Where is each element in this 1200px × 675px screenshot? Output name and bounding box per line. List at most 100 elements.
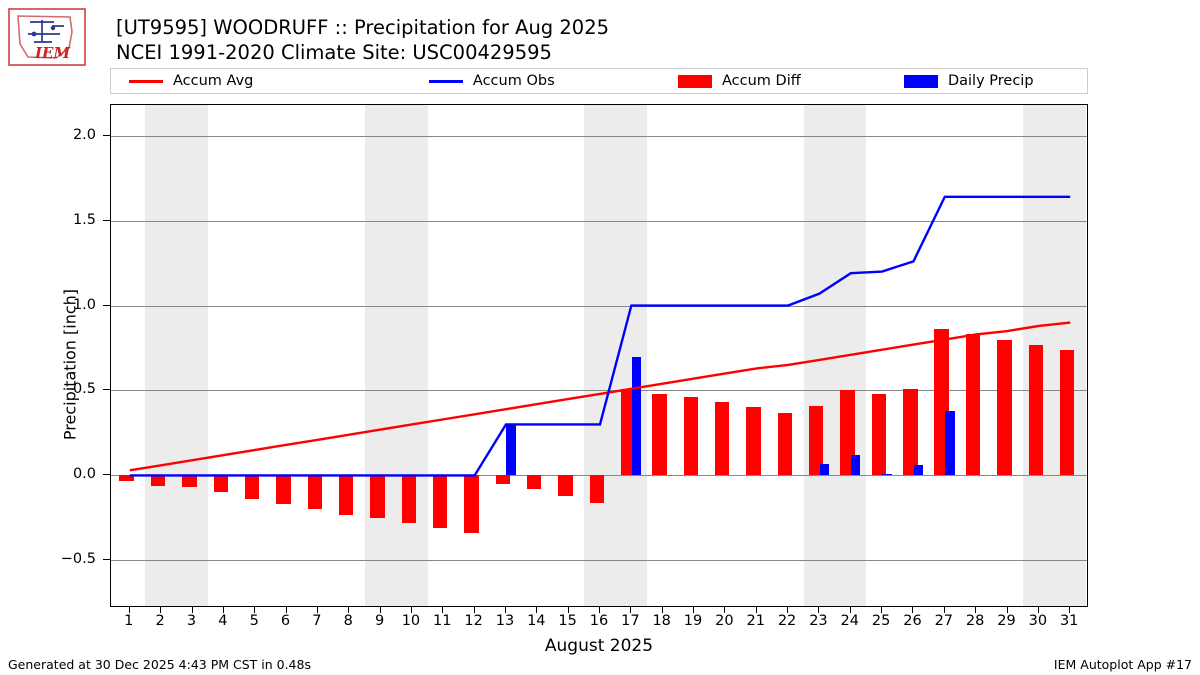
iem-logo-text: IEM — [34, 44, 70, 62]
x-tick-mark — [1006, 607, 1008, 613]
generated-timestamp: Generated at 30 Dec 2025 4:43 PM CST in … — [8, 657, 311, 672]
x-tick-label: 25 — [871, 613, 891, 629]
accum-diff-bar — [1028, 344, 1043, 476]
x-tick-label: 11 — [433, 613, 452, 629]
accum-diff-bar — [338, 475, 354, 515]
accum-avg-line — [129, 321, 1071, 472]
accum-diff-bar — [213, 475, 228, 493]
x-tick-mark — [693, 607, 695, 613]
legend-label-daily-precip: Daily Precip — [947, 73, 1034, 89]
gridline — [111, 560, 1087, 562]
x-tick-mark — [787, 607, 789, 613]
x-tick-label: 13 — [495, 613, 515, 629]
chart-legend: Accum Avg Accum Obs Accum Diff Daily Pre… — [110, 68, 1088, 94]
x-tick-label: 23 — [809, 613, 828, 629]
page-subtitle: NCEI 1991-2020 Climate Site: USC00429595 — [116, 40, 552, 64]
x-tick-label: 6 — [280, 613, 291, 629]
x-tick-label: 16 — [589, 613, 609, 629]
y-tick-label: 0.5 — [72, 381, 96, 398]
legend-label-accum-obs: Accum Obs — [472, 73, 555, 89]
x-tick-mark — [316, 607, 318, 613]
x-tick-label: 3 — [186, 613, 197, 629]
y-tick-mark — [103, 389, 110, 391]
accum-diff-bar — [495, 475, 511, 484]
x-tick-label: 20 — [715, 613, 734, 629]
legend-item-daily-precip[interactable]: Daily Precip — [886, 69, 1087, 93]
x-tick-mark — [410, 607, 412, 613]
x-tick-mark — [191, 607, 193, 613]
x-tick-label: 2 — [155, 613, 165, 629]
accum-diff-bar — [1059, 349, 1075, 476]
accum-diff-bar — [276, 475, 291, 505]
y-tick-label: −0.5 — [60, 551, 96, 568]
x-tick-mark — [599, 607, 600, 613]
y-tick-label: 1.0 — [72, 296, 96, 313]
accum-diff-bar — [464, 475, 479, 534]
x-tick-label: 24 — [840, 613, 859, 629]
x-tick-mark — [160, 607, 162, 613]
x-tick-mark — [254, 607, 256, 613]
x-tick-label: 15 — [558, 613, 577, 629]
accum-diff-bar — [746, 407, 761, 476]
x-tick-label: 28 — [965, 613, 985, 629]
legend-item-accum-diff[interactable]: Accum Diff — [660, 69, 886, 93]
iem-logo: IEM — [8, 8, 86, 66]
accum-diff-bar — [526, 475, 542, 490]
gridline — [111, 220, 1087, 222]
x-tick-mark — [849, 607, 851, 613]
x-tick-mark — [128, 607, 130, 613]
x-tick-mark — [1069, 607, 1071, 613]
x-tick-mark — [379, 607, 381, 613]
y-tick-mark — [103, 134, 110, 136]
accum-diff-bar — [715, 402, 730, 476]
y-tick-label: 0.0 — [72, 466, 96, 483]
gridline — [111, 135, 1087, 137]
x-tick-mark — [222, 607, 224, 613]
page-title: [UT9595] WOODRUFF :: Precipitation for A… — [116, 16, 610, 39]
y-tick-mark — [103, 474, 110, 476]
y-tick-label: 1.5 — [72, 211, 96, 228]
accum-diff-bar — [244, 475, 260, 500]
line-series-layer — [129, 195, 1071, 477]
accum-diff-bar — [903, 388, 918, 476]
x-tick-mark — [567, 607, 569, 613]
precipitation-chart-plot-area — [110, 104, 1088, 607]
x-tick-mark — [285, 607, 287, 613]
chart-title-block: [UT9595] WOODRUFF :: Precipitation for A… — [116, 16, 609, 66]
legend-label-accum-diff: Accum Diff — [722, 73, 801, 89]
accum-diff-bar — [150, 475, 166, 486]
iem-logo-icon: IEM — [8, 8, 86, 66]
x-tick-label: 14 — [527, 613, 546, 629]
gridline — [111, 390, 1087, 392]
x-tick-mark — [630, 607, 632, 613]
y-tick-label: 2.0 — [72, 126, 96, 143]
accum-diff-bar — [683, 397, 699, 476]
x-tick-mark — [1037, 607, 1039, 613]
accum-obs-line — [129, 195, 1071, 477]
x-tick-label: 30 — [1028, 613, 1048, 629]
y-tick-mark — [103, 304, 110, 306]
accum-diff-bar — [840, 390, 855, 476]
daily-precip-swatch-icon — [903, 74, 938, 88]
x-tick-label: 5 — [249, 613, 259, 629]
legend-label-accum-avg: Accum Avg — [173, 73, 254, 89]
accum-diff-bar — [871, 393, 887, 476]
x-tick-label: 17 — [621, 613, 640, 629]
legend-item-accum-obs[interactable]: Accum Obs — [411, 69, 660, 93]
x-tick-label: 18 — [652, 613, 671, 629]
accum-diff-bar — [589, 475, 605, 503]
accum-diff-bar — [432, 475, 448, 529]
x-tick-label: 22 — [777, 613, 797, 629]
x-tick-label: 26 — [903, 613, 922, 629]
x-tick-mark — [473, 607, 475, 613]
accum-obs-swatch-icon — [428, 79, 463, 83]
x-tick-mark — [818, 607, 820, 613]
accum-diff-bar — [809, 405, 824, 476]
accum-diff-bar — [777, 412, 793, 476]
daily-precip-bar — [945, 410, 955, 476]
legend-item-accum-avg[interactable]: Accum Avg — [111, 69, 411, 93]
y-tick-mark — [103, 559, 110, 561]
x-tick-mark — [755, 607, 757, 613]
x-tick-mark — [442, 607, 444, 613]
daily-precip-bar — [851, 455, 861, 476]
